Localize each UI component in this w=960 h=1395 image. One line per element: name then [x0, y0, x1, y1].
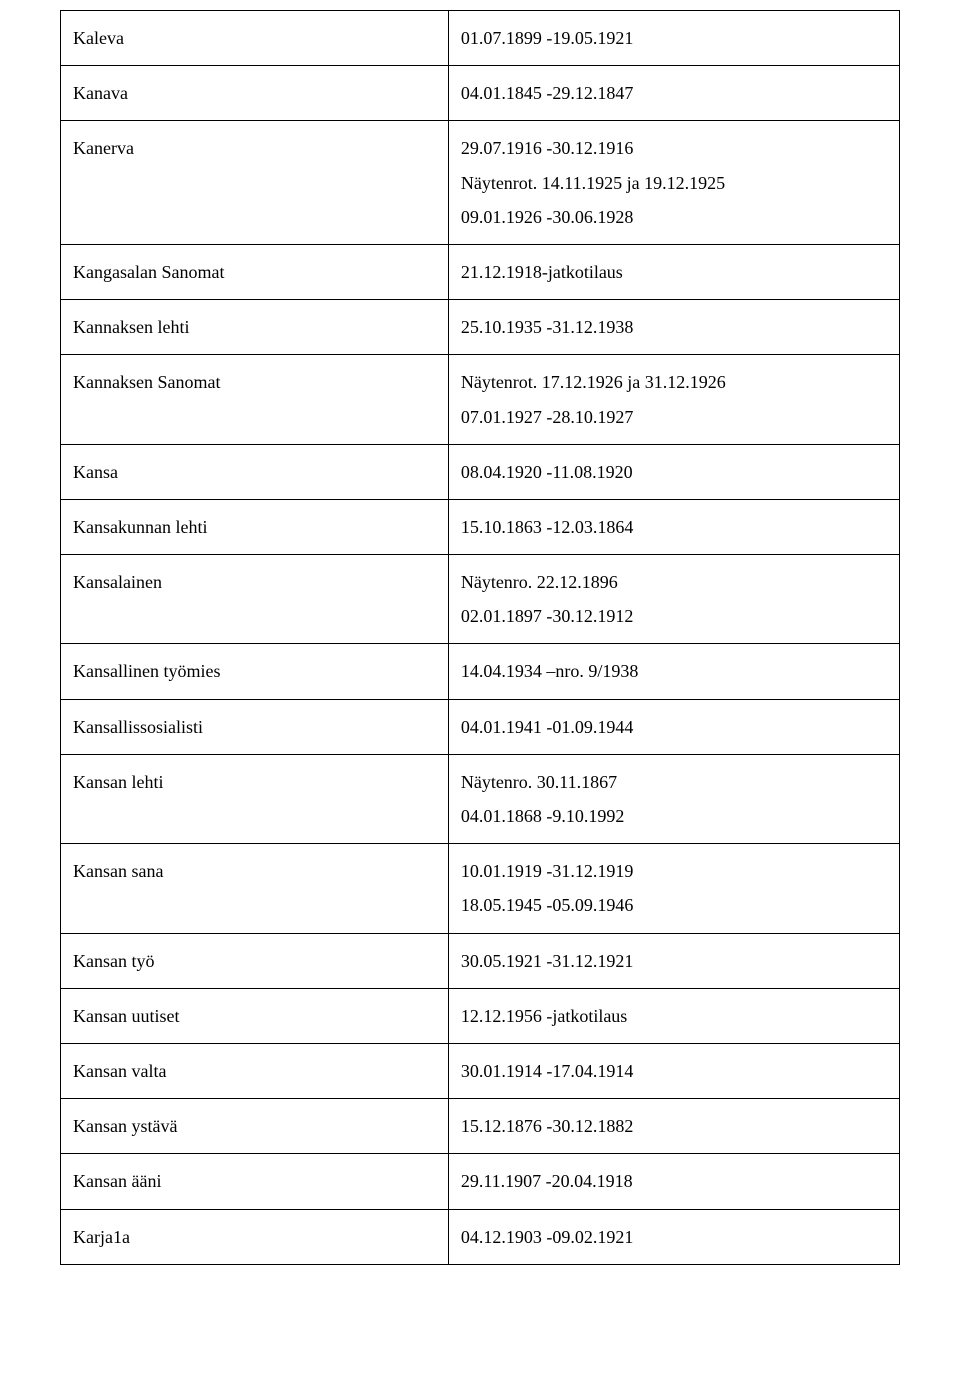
- row-name: Kansakunnan lehti: [61, 499, 449, 554]
- row-value: 25.10.1935 -31.12.1938: [448, 300, 899, 355]
- row-name: Kaleva: [61, 11, 449, 66]
- row-value-line: 30.01.1914 -17.04.1914: [461, 1054, 887, 1088]
- row-value: 12.12.1956 -jatkotilaus: [448, 988, 899, 1043]
- row-name: Kanerva: [61, 121, 449, 245]
- table-row: Kanerva29.07.1916 -30.12.1916Näytenrot. …: [61, 121, 900, 245]
- row-value-line: 29.11.1907 -20.04.1918: [461, 1164, 887, 1198]
- table-row: Kansakunnan lehti 15.10.1863 -12.03.1864: [61, 499, 900, 554]
- row-value-line: 01.07.1899 -19.05.1921: [461, 21, 887, 55]
- table-row: Kansan valta 30.01.1914 -17.04.1914: [61, 1043, 900, 1098]
- row-value-line: 14.04.1934 –nro. 9/1938: [461, 654, 887, 688]
- table-row: Kansallissosialisti 04.01.1941 -01.09.194…: [61, 699, 900, 754]
- table-row: KansalainenNäytenro. 22.12.189602.01.189…: [61, 555, 900, 644]
- row-value: 29.07.1916 -30.12.1916Näytenrot. 14.11.1…: [448, 121, 899, 245]
- row-value-line: 10.01.1919 -31.12.1919: [461, 854, 887, 888]
- row-value: 04.01.1845 -29.12.1847: [448, 66, 899, 121]
- table-row: Kansan työ 30.05.1921 -31.12.1921: [61, 933, 900, 988]
- row-name: Kansan ystävä: [61, 1099, 449, 1154]
- row-value-line: 09.01.1926 -30.06.1928: [461, 200, 887, 234]
- row-value-line: 30.05.1921 -31.12.1921: [461, 944, 887, 978]
- row-name: Kansan ääni: [61, 1154, 449, 1209]
- row-value-line: 25.10.1935 -31.12.1938: [461, 310, 887, 344]
- row-value-line: Näytenrot. 17.12.1926 ja 31.12.1926: [461, 365, 887, 399]
- row-value-line: 21.12.1918-jatkotilaus: [461, 255, 887, 289]
- data-table: Kaleva 01.07.1899 -19.05.1921 Kanava 04.01.…: [60, 10, 900, 1265]
- row-value-line: 04.12.1903 -09.02.1921: [461, 1220, 887, 1254]
- row-name: Kanava: [61, 66, 449, 121]
- table-row: Kansan ystävä 15.12.1876 -30.12.1882: [61, 1099, 900, 1154]
- row-value-line: 12.12.1956 -jatkotilaus: [461, 999, 887, 1033]
- row-name: Kannaksen lehti: [61, 300, 449, 355]
- row-value-line: Näytenro. 30.11.1867: [461, 765, 887, 799]
- table-row: Kansan ääni 29.11.1907 -20.04.1918: [61, 1154, 900, 1209]
- row-name: Kansan uutiset: [61, 988, 449, 1043]
- row-name: Kansa: [61, 444, 449, 499]
- row-value: 14.04.1934 –nro. 9/1938: [448, 644, 899, 699]
- row-name: Karja1a: [61, 1209, 449, 1264]
- row-name: Kangasalan Sanomat: [61, 244, 449, 299]
- row-name: Kansalainen: [61, 555, 449, 644]
- row-value-line: 15.10.1863 -12.03.1864: [461, 510, 887, 544]
- row-value: Näytenrot. 17.12.1926 ja 31.12.192607.01…: [448, 355, 899, 444]
- table-row: Kansan sana10.01.1919 -31.12.191918.05.1…: [61, 844, 900, 933]
- table-row: Kanava 04.01.1845 -29.12.1847: [61, 66, 900, 121]
- row-name: Kansan työ: [61, 933, 449, 988]
- row-value-line: Näytenro. 22.12.1896: [461, 565, 887, 599]
- row-value: 04.01.1941 -01.09.1944: [448, 699, 899, 754]
- page: Kaleva 01.07.1899 -19.05.1921 Kanava 04.01.…: [0, 0, 960, 1305]
- row-value: 10.01.1919 -31.12.191918.05.1945 -05.09.…: [448, 844, 899, 933]
- row-name: Kansallinen työmies: [61, 644, 449, 699]
- row-value-line: 07.01.1927 -28.10.1927: [461, 400, 887, 434]
- row-value-line: 08.04.1920 -11.08.1920: [461, 455, 887, 489]
- row-name: Kansan valta: [61, 1043, 449, 1098]
- row-value-line: 04.01.1941 -01.09.1944: [461, 710, 887, 744]
- row-value: 01.07.1899 -19.05.1921: [448, 11, 899, 66]
- row-name: Kansallissosialisti: [61, 699, 449, 754]
- row-value-line: 04.01.1845 -29.12.1847: [461, 76, 887, 110]
- row-value: 08.04.1920 -11.08.1920: [448, 444, 899, 499]
- table-row: Kaleva 01.07.1899 -19.05.1921: [61, 11, 900, 66]
- row-value: 15.12.1876 -30.12.1882: [448, 1099, 899, 1154]
- table-body: Kaleva 01.07.1899 -19.05.1921 Kanava 04.01.…: [61, 11, 900, 1265]
- row-value-line: 18.05.1945 -05.09.1946: [461, 888, 887, 922]
- row-value: 29.11.1907 -20.04.1918: [448, 1154, 899, 1209]
- row-value: 30.01.1914 -17.04.1914: [448, 1043, 899, 1098]
- row-value: 30.05.1921 -31.12.1921: [448, 933, 899, 988]
- table-row: Karja1a 04.12.1903 -09.02.1921: [61, 1209, 900, 1264]
- row-name: Kansan lehti: [61, 754, 449, 843]
- row-value: 15.10.1863 -12.03.1864: [448, 499, 899, 554]
- row-value-line: 02.01.1897 -30.12.1912: [461, 599, 887, 633]
- row-value: Näytenro. 22.12.189602.01.1897 -30.12.19…: [448, 555, 899, 644]
- row-value: Näytenro. 30.11.186704.01.1868 -9.10.199…: [448, 754, 899, 843]
- table-row: Kansan uutiset 12.12.1956 -jatkotilaus: [61, 988, 900, 1043]
- row-value: 04.12.1903 -09.02.1921: [448, 1209, 899, 1264]
- table-row: Kannaksen lehti 25.10.1935 -31.12.1938: [61, 300, 900, 355]
- table-row: Kangasalan Sanomat 21.12.1918-jatkotilaus: [61, 244, 900, 299]
- table-row: Kansan lehtiNäytenro. 30.11.186704.01.18…: [61, 754, 900, 843]
- row-value: 21.12.1918-jatkotilaus: [448, 244, 899, 299]
- row-value-line: 29.07.1916 -30.12.1916: [461, 131, 887, 165]
- row-value-line: 04.01.1868 -9.10.1992: [461, 799, 887, 833]
- row-value-line: 15.12.1876 -30.12.1882: [461, 1109, 887, 1143]
- table-row: Kansallinen työmies 14.04.1934 –nro. 9/19…: [61, 644, 900, 699]
- row-name: Kansan sana: [61, 844, 449, 933]
- table-row: Kannaksen SanomatNäytenrot. 17.12.1926 j…: [61, 355, 900, 444]
- row-name: Kannaksen Sanomat: [61, 355, 449, 444]
- row-value-line: Näytenrot. 14.11.1925 ja 19.12.1925: [461, 166, 887, 200]
- table-row: Kansa 08.04.1920 -11.08.1920: [61, 444, 900, 499]
